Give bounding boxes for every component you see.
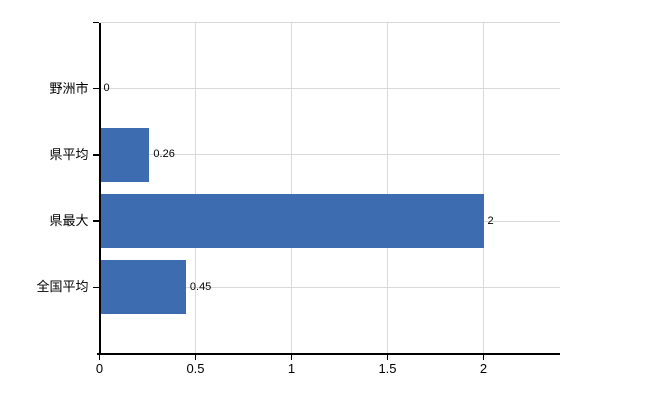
h-gridline <box>99 88 560 90</box>
h-gridline <box>99 286 560 288</box>
category-tick <box>92 286 99 289</box>
h-gridline <box>99 22 560 23</box>
data-label: 0.26 <box>153 148 175 161</box>
x-tick <box>290 354 293 360</box>
x-tick-label: 0 <box>95 360 104 376</box>
data-label: 0 <box>103 82 110 95</box>
v-gridline <box>387 22 388 353</box>
x-tick <box>194 354 197 360</box>
x-tick <box>98 354 101 360</box>
category-label: 県平均 <box>49 146 89 162</box>
x-tick-label: 0.5 <box>186 360 205 376</box>
x-tick <box>482 354 485 360</box>
category-label: 全国平均 <box>36 279 89 295</box>
data-label: 0.45 <box>189 280 212 293</box>
x-tick-label: 1 <box>287 360 296 376</box>
v-gridline <box>291 22 292 353</box>
data-label: 2 <box>487 214 494 227</box>
x-tick-label: 2 <box>479 360 488 376</box>
x-tick <box>386 354 389 360</box>
category-tick <box>92 21 99 24</box>
v-gridline <box>483 22 484 353</box>
x-axis-line <box>97 352 560 355</box>
bar-県最大 <box>100 194 484 249</box>
category-label: 野洲市 <box>49 80 89 96</box>
v-gridline <box>195 22 196 353</box>
h-gridline <box>99 154 560 156</box>
category-tick <box>92 220 99 222</box>
category-tick <box>92 87 99 90</box>
category-label: 県最大 <box>49 213 89 229</box>
y-axis-line <box>98 22 101 355</box>
bar-全国平均 <box>100 260 186 315</box>
category-tick <box>92 154 99 156</box>
bar-県平均 <box>100 127 150 182</box>
x-tick-label: 1.5 <box>378 360 397 376</box>
